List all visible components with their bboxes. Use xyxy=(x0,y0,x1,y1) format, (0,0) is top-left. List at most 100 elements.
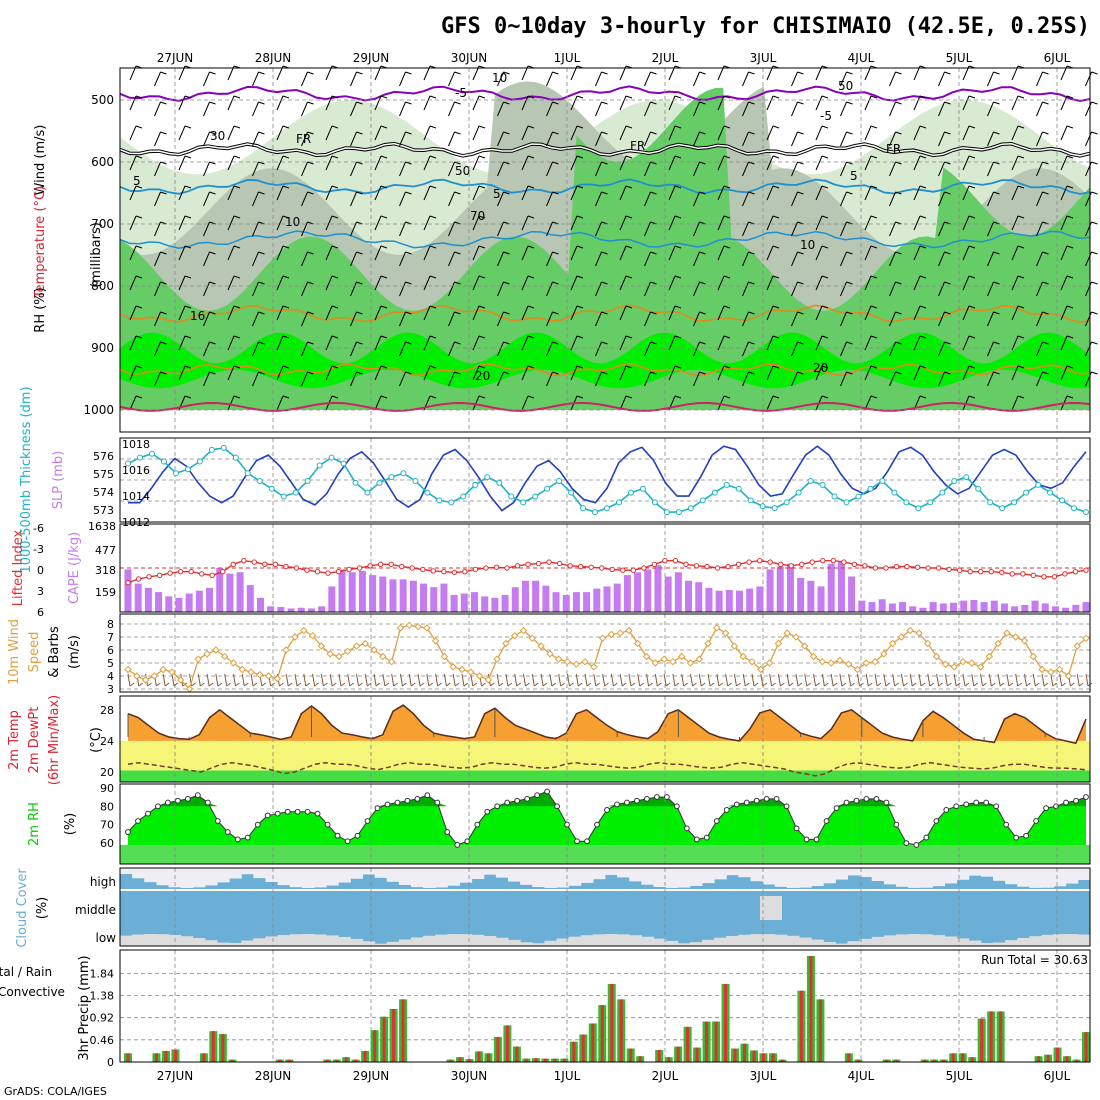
cloud-low-gap xyxy=(447,934,460,946)
wind-barb xyxy=(839,673,847,687)
wind-barb xyxy=(350,131,363,147)
wind-barb xyxy=(766,215,780,231)
cape-bar xyxy=(206,587,214,612)
wind-speed-point xyxy=(212,646,220,654)
wind-barb xyxy=(203,311,216,327)
li-point xyxy=(683,561,689,568)
ylabel-thickness: 1000-500mb Thickness (dm) xyxy=(19,386,34,573)
li-point xyxy=(546,559,552,565)
ylabel-convective: Convective xyxy=(0,985,65,999)
wind-speed-point xyxy=(220,652,229,661)
wind-speed-point xyxy=(396,624,405,632)
wind-speed-point xyxy=(273,674,282,683)
wind-barb xyxy=(815,155,829,171)
thickness-point xyxy=(280,493,287,500)
wind-barb xyxy=(301,371,314,387)
cloud-low-gap xyxy=(883,935,897,946)
li-point xyxy=(262,561,268,568)
wind-barb xyxy=(619,125,633,141)
wind-barb xyxy=(558,673,565,687)
wind-speed-point xyxy=(915,629,923,637)
wind-barb xyxy=(766,95,780,111)
cloud-high-gap xyxy=(544,868,557,888)
li-point xyxy=(325,570,331,576)
cape-bar xyxy=(318,606,326,612)
rh2m-point xyxy=(274,810,281,817)
cape-bar xyxy=(817,586,825,612)
cloud-low-gap xyxy=(1053,934,1067,946)
li-point xyxy=(1041,574,1047,580)
cloud-low-gap xyxy=(738,934,751,946)
cape-tick: 318 xyxy=(95,564,116,577)
rh2m-point xyxy=(614,801,620,808)
cape-bar xyxy=(1051,606,1059,612)
wind-barb xyxy=(423,245,437,261)
wind-barb xyxy=(874,673,882,687)
y-tick-label: 800 xyxy=(91,279,114,293)
wind-barb xyxy=(570,95,584,111)
thickness-point xyxy=(125,460,131,467)
rh2m-point xyxy=(873,795,880,802)
wind-barb xyxy=(570,305,584,321)
thickness-point xyxy=(867,485,874,492)
wind-barb xyxy=(815,215,829,231)
wind-barb xyxy=(154,71,167,87)
wind-barb xyxy=(350,101,363,117)
rh2m-point xyxy=(554,803,561,810)
cloud-high-gap xyxy=(629,868,642,882)
surface-line xyxy=(119,401,1091,412)
cloud-low-gap xyxy=(1041,934,1055,946)
li-point xyxy=(188,568,194,575)
wind-barb xyxy=(546,161,559,177)
cloud-high-gap xyxy=(508,868,521,882)
cloud-high-gap xyxy=(605,868,618,875)
wind-barb xyxy=(347,673,355,687)
rh2m-point xyxy=(843,799,850,806)
wind-barb xyxy=(909,673,917,687)
precip-convective-bar xyxy=(733,1048,737,1062)
wind-barb xyxy=(408,673,416,687)
wind-speed-point xyxy=(141,676,150,684)
cloud-low-gap xyxy=(423,935,436,946)
li-line xyxy=(127,559,1087,584)
wind-barb xyxy=(129,185,143,201)
cloud-low-gap xyxy=(217,942,230,946)
t2m-tick: 24 xyxy=(100,735,114,748)
cape-bar xyxy=(491,597,499,612)
wind-speed-point xyxy=(352,642,361,650)
wind-barb xyxy=(962,95,976,111)
wind-speed-point xyxy=(1064,672,1073,680)
wind-speed-point xyxy=(1020,637,1029,645)
rh2m-point xyxy=(913,842,920,848)
li-point xyxy=(356,565,363,571)
wind-barb xyxy=(448,341,461,357)
cape-bar xyxy=(430,587,438,612)
wind-barb xyxy=(791,311,804,327)
li-point xyxy=(198,571,205,577)
wind-barb xyxy=(889,371,902,387)
li-point xyxy=(241,557,247,564)
wind-barb xyxy=(129,125,143,141)
wind-barb xyxy=(325,125,339,141)
wind-barb xyxy=(595,311,608,327)
wind-barb xyxy=(913,275,927,291)
cloud-low-gap xyxy=(641,936,654,946)
wind-speed-point xyxy=(677,652,686,661)
wind-barb xyxy=(791,161,804,177)
wind-barb xyxy=(350,191,363,207)
li-point xyxy=(799,561,805,568)
date-label-bottom: 29JUN xyxy=(353,1069,390,1083)
wind-speed-point xyxy=(765,659,774,667)
cloud-low-gap xyxy=(1005,940,1018,946)
li-point xyxy=(125,579,131,586)
li-point xyxy=(693,563,700,569)
wind-barb xyxy=(693,161,706,177)
rh2m-point xyxy=(544,788,551,795)
wind-barb xyxy=(178,125,192,141)
wind-barb xyxy=(423,215,437,231)
li-tick: 6 xyxy=(37,606,44,619)
wind-barb xyxy=(329,673,337,687)
li-point xyxy=(935,565,942,571)
wind-speed-point xyxy=(308,631,317,640)
precip-convective-bar xyxy=(638,1056,642,1062)
